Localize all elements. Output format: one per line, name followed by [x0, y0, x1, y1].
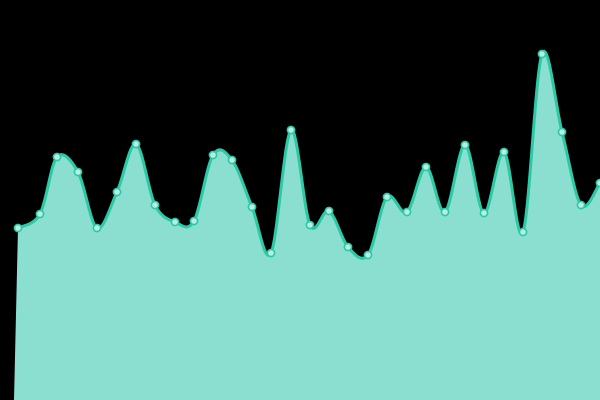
data-point-marker[interactable] [421, 162, 431, 172]
data-point-marker[interactable] [382, 192, 392, 202]
data-point-marker[interactable] [363, 250, 373, 260]
data-point-marker[interactable] [170, 217, 180, 227]
data-point-marker[interactable] [324, 206, 334, 216]
data-point-marker[interactable] [208, 150, 218, 160]
data-point-marker[interactable] [479, 208, 489, 218]
data-point-marker[interactable] [35, 209, 45, 219]
data-point-marker[interactable] [440, 207, 450, 217]
data-point-marker[interactable] [131, 139, 141, 149]
data-point-marker[interactable] [499, 147, 509, 157]
data-point-marker[interactable] [150, 200, 160, 210]
data-point-marker[interactable] [537, 49, 547, 59]
data-point-marker[interactable] [189, 216, 199, 226]
data-point-marker[interactable] [227, 155, 237, 165]
data-point-marker[interactable] [460, 140, 470, 150]
data-point-marker[interactable] [305, 220, 315, 230]
data-point-marker[interactable] [73, 167, 83, 177]
data-point-marker[interactable] [52, 152, 62, 162]
area-line-path [16, 49, 600, 260]
data-point-marker[interactable] [518, 227, 528, 237]
data-point-marker[interactable] [13, 223, 23, 233]
data-point-marker[interactable] [402, 207, 412, 217]
data-point-marker[interactable] [557, 127, 567, 137]
data-point-marker[interactable] [576, 200, 586, 210]
data-point-markers [13, 49, 600, 260]
data-point-marker[interactable] [595, 178, 600, 188]
data-point-marker[interactable] [247, 202, 257, 212]
data-point-marker[interactable] [266, 248, 276, 258]
data-point-marker[interactable] [343, 242, 353, 252]
data-point-marker[interactable] [112, 187, 122, 197]
data-point-marker[interactable] [286, 125, 296, 135]
data-point-marker[interactable] [92, 223, 102, 233]
